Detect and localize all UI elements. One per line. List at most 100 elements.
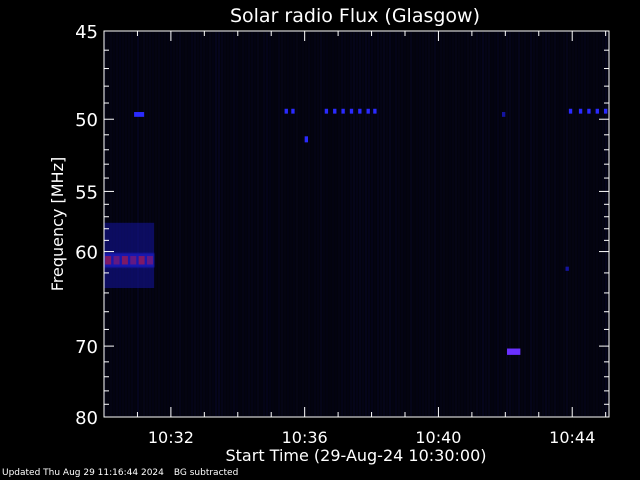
heatmap-striation (248, 32, 250, 416)
heatmap-striation (398, 32, 400, 416)
heatmap-striation (503, 32, 505, 416)
heatmap-striation (260, 32, 262, 416)
emission-feature (578, 108, 583, 114)
plot-frame (103, 30, 610, 418)
heatmap-striation (536, 32, 538, 416)
heatmap-striation (392, 32, 394, 416)
heatmap-striation (335, 32, 337, 416)
heatmap-striation (362, 32, 364, 416)
emission-feature (284, 108, 288, 114)
heatmap-striation (269, 32, 271, 416)
emission-feature (304, 136, 309, 143)
heatmap-striation (509, 32, 511, 416)
emission-mark (341, 108, 345, 114)
heatmap-striation (332, 32, 334, 416)
heatmap-striation (566, 32, 568, 416)
emission-feature (341, 108, 345, 114)
heatmap-striation (539, 32, 541, 416)
heatmap-striation (290, 32, 292, 416)
emission-mark (291, 108, 295, 114)
heatmap-striation (389, 32, 391, 416)
emission-feature (373, 108, 377, 114)
heatmap-striation (185, 32, 187, 416)
emission-feature (568, 108, 573, 114)
heatmap-striation (350, 32, 352, 416)
heatmap-striation (347, 32, 349, 416)
heatmap-striation (173, 32, 175, 416)
heatmap-striation (176, 32, 178, 416)
heatmap-striation (428, 32, 430, 416)
heatmap-striation (206, 32, 208, 416)
heatmap-striation (569, 32, 571, 416)
emission-mark (333, 108, 337, 114)
heatmap-striation (188, 32, 190, 416)
heatmap-striation (287, 32, 289, 416)
heatmap-striation (215, 32, 217, 416)
updated-timestamp: Updated Thu Aug 29 11:16:44 2024 (2, 468, 164, 478)
heatmap-striation (563, 32, 565, 416)
heatmap-striation (284, 32, 286, 416)
heatmap-striation (212, 32, 214, 416)
heatmap-striation (530, 32, 532, 416)
heatmap-striation (227, 32, 229, 416)
heatmap-striation (575, 32, 577, 416)
heatmap-striation (245, 32, 247, 416)
heatmap-striation (410, 32, 412, 416)
heatmap-striation (584, 32, 586, 416)
heatmap-striation (218, 32, 220, 416)
heatmap-striation (299, 32, 301, 416)
heatmap-striation (275, 32, 277, 416)
emission-mark (324, 108, 329, 114)
heatmap-striation (437, 32, 439, 416)
y-tick-label: 80 (75, 408, 98, 429)
heatmap-striation (164, 32, 166, 416)
heatmap-striation (440, 32, 442, 416)
heatmap-striation (170, 32, 172, 416)
emission-mark (304, 136, 309, 143)
emission-feature (501, 112, 506, 117)
heatmap-striation (365, 32, 367, 416)
heatmap-striation (200, 32, 202, 416)
heatmap-striation (341, 32, 343, 416)
heatmap-striation (548, 32, 550, 416)
y-tick-label: 50 (75, 110, 98, 131)
heatmap-striation (356, 32, 358, 416)
emission-mark (358, 108, 362, 114)
heatmap-striation (278, 32, 280, 416)
heatmap-striation (542, 32, 544, 416)
heatmap-striation (485, 32, 487, 416)
heatmap-striation (236, 32, 238, 416)
heatmap-striation (383, 32, 385, 416)
heatmap-striation (314, 32, 316, 416)
heatmap-striation (587, 32, 589, 416)
heatmap-striation (386, 32, 388, 416)
emission-feature (587, 108, 591, 114)
heatmap-striation (167, 32, 169, 416)
heatmap-striation (518, 32, 520, 416)
x-tick-label: 10:40 (415, 428, 461, 447)
heatmap-striation (431, 32, 433, 416)
heatmap-striation (371, 32, 373, 416)
emission-mark (104, 222, 155, 289)
emission-feature (324, 108, 329, 114)
heatmap-striation (515, 32, 517, 416)
emission-feature (366, 108, 370, 114)
heatmap-striation (338, 32, 340, 416)
heatmap-striation (599, 32, 601, 416)
heatmap-striation (581, 32, 583, 416)
emission-feature (349, 108, 354, 114)
heatmap-striation (467, 32, 469, 416)
heatmap-background (104, 31, 609, 417)
heatmap-striation (224, 32, 226, 416)
heatmap-striation (194, 32, 196, 416)
x-axis-label: Start Time (29-Aug-24 10:30:00) (226, 446, 487, 465)
heatmap-striation (263, 32, 265, 416)
heatmap-striation (374, 32, 376, 416)
heatmap-striation (521, 32, 523, 416)
emission-mark (603, 108, 608, 114)
heatmap-striation (395, 32, 397, 416)
y-axis: 45 50 55 60 70 80 (75, 22, 609, 429)
heatmap-striation (602, 32, 604, 416)
emission-mark (366, 108, 370, 114)
